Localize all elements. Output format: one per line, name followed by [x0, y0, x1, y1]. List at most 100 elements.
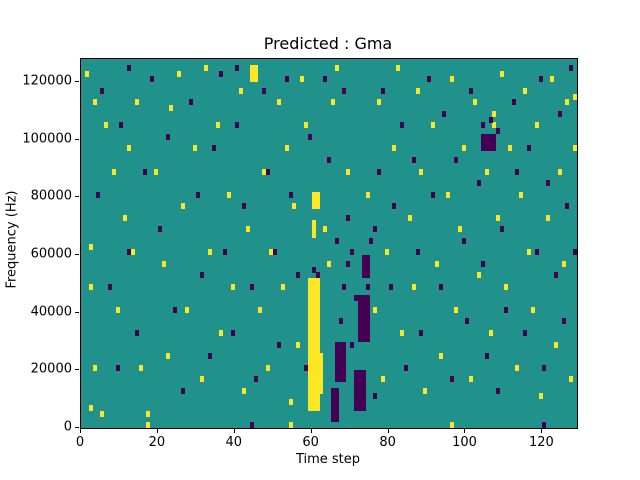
heatmap-cell	[365, 266, 370, 273]
heatmap-cell	[315, 370, 320, 377]
heatmap-cell	[353, 381, 358, 388]
heatmap-cell	[88, 404, 93, 411]
heatmap-cell	[342, 370, 347, 377]
x-tick-label: 40	[225, 435, 243, 450]
heatmap-cell	[357, 335, 362, 342]
heatmap-cell	[573, 93, 577, 100]
heatmap-cell	[484, 353, 489, 360]
heatmap-cell	[315, 381, 320, 388]
heatmap-cell	[165, 353, 170, 360]
heatmap-cell	[257, 306, 262, 313]
heatmap-cell	[246, 226, 251, 233]
heatmap-cell	[330, 404, 335, 411]
heatmap-cell	[373, 393, 378, 400]
heatmap-cell	[330, 99, 335, 106]
heatmap-cell	[365, 306, 370, 313]
heatmap-cell	[573, 145, 577, 152]
y-tick-label: 100000	[22, 131, 72, 147]
heatmap-cell	[442, 110, 447, 117]
heatmap-cell	[342, 341, 347, 348]
heatmap-cell	[357, 329, 362, 336]
heatmap-cell	[546, 214, 551, 221]
heatmap-cell	[361, 381, 366, 388]
heatmap-cell	[403, 364, 408, 371]
heatmap-cell	[307, 341, 312, 348]
heatmap-cell	[350, 341, 355, 348]
heatmap-cell	[142, 168, 147, 175]
heatmap-cell	[311, 231, 316, 238]
heatmap-cell	[307, 318, 312, 325]
x-tick-label: 120	[528, 435, 554, 450]
heatmap-cell	[307, 370, 312, 377]
heatmap-cell	[553, 341, 558, 348]
heatmap-cell	[361, 376, 366, 383]
heatmap-cell	[315, 272, 320, 279]
heatmap-cell	[538, 76, 543, 83]
heatmap-cell	[357, 306, 362, 313]
heatmap-cell	[242, 387, 247, 394]
heatmap-cell	[311, 399, 316, 406]
heatmap-cell	[277, 99, 282, 106]
heatmap-cell	[311, 283, 316, 290]
heatmap-cell	[200, 376, 205, 383]
heatmap-cell	[361, 329, 366, 336]
heatmap-cell	[115, 306, 120, 313]
heatmap-cell	[311, 295, 316, 302]
heatmap-cell	[319, 353, 324, 360]
heatmap-cell	[342, 376, 347, 383]
heatmap-cell	[519, 191, 524, 198]
heatmap-cell	[230, 329, 235, 336]
heatmap-cell	[311, 324, 316, 331]
heatmap-cell	[330, 410, 335, 417]
heatmap-cell	[311, 306, 316, 313]
heatmap-cell	[415, 249, 420, 256]
y-tick	[75, 369, 79, 371]
heatmap-cell	[315, 191, 320, 198]
heatmap-cell	[334, 341, 339, 348]
heatmap-cell	[461, 237, 466, 244]
heatmap-cell	[492, 139, 497, 146]
heatmap-cell	[496, 128, 501, 135]
heatmap-cell	[265, 364, 270, 371]
heatmap-cell	[330, 399, 335, 406]
heatmap-cell	[250, 70, 255, 77]
x-tick	[156, 429, 158, 433]
heatmap-cell	[369, 237, 374, 244]
heatmap-cell	[315, 197, 320, 204]
heatmap-cell	[100, 410, 105, 417]
heatmap-cell	[465, 318, 470, 325]
heatmap-cell	[500, 70, 505, 77]
heatmap-cell	[334, 387, 339, 394]
heatmap-cell	[357, 399, 362, 406]
heatmap-cell	[419, 168, 424, 175]
heatmap-cell	[307, 347, 312, 354]
heatmap-cell	[300, 76, 305, 83]
y-tick-label: 120000	[22, 73, 72, 89]
heatmap-cell	[469, 376, 474, 383]
heatmap-cell	[361, 404, 366, 411]
heatmap-cell	[219, 70, 224, 77]
heatmap-cell	[353, 387, 358, 394]
heatmap-cell	[311, 393, 316, 400]
y-tick	[75, 311, 79, 313]
heatmap-cell	[334, 364, 339, 371]
heatmap-cell	[430, 122, 435, 129]
heatmap-cell	[311, 341, 316, 348]
heatmap-cell	[511, 99, 516, 106]
heatmap-cell	[327, 260, 332, 267]
heatmap-cell	[461, 145, 466, 152]
heatmap-cell	[111, 168, 116, 175]
heatmap-cell	[315, 329, 320, 336]
heatmap-cell	[315, 393, 320, 400]
heatmap-cell	[365, 255, 370, 262]
heatmap-cell	[315, 295, 320, 302]
heatmap-cell	[146, 422, 151, 428]
heatmap-cell	[365, 318, 370, 325]
heatmap-cell	[373, 226, 378, 233]
heatmap-cell	[400, 329, 405, 336]
heatmap-cell	[353, 399, 358, 406]
heatmap-cell	[304, 364, 308, 371]
heatmap-cell	[238, 87, 243, 94]
heatmap-cell	[334, 358, 339, 365]
heatmap-cell	[488, 116, 493, 123]
